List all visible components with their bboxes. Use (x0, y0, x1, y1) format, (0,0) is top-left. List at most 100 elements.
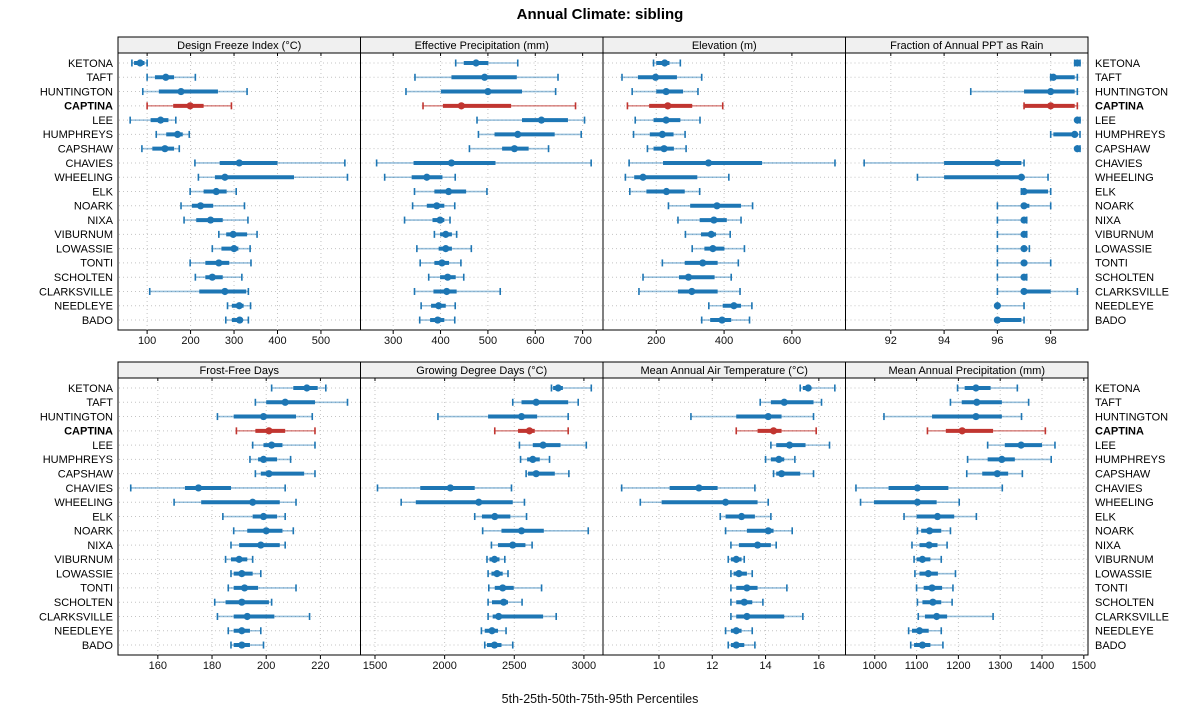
median-dot (215, 259, 223, 267)
median-dot (537, 116, 546, 124)
percentile-row-needleye (420, 302, 457, 310)
percentile-row-taft (621, 73, 703, 81)
percentile-row-lowassie (230, 570, 262, 578)
percentile-row-chavies (855, 484, 1004, 492)
percentile-row-lowassie (996, 245, 1031, 253)
median-dot (472, 59, 480, 67)
percentile-row-scholten (194, 273, 243, 281)
percentile-row-lee (251, 441, 316, 449)
station-label-left-elk: ELK (92, 186, 113, 198)
median-dot (918, 641, 927, 649)
axis-tick-label: 16 (813, 660, 825, 672)
median-dot (517, 527, 526, 535)
station-label-right-huntington: HUNTINGTON (1095, 411, 1168, 423)
median-dot (993, 316, 1001, 324)
axis-tick-label: 1100 (905, 660, 929, 672)
percentile-row-humphreys (519, 455, 551, 463)
percentile-row-viburnum (727, 555, 746, 563)
percentile-row-nixa (230, 541, 286, 549)
station-label-right-chavies: CHAVIES (1095, 483, 1142, 495)
median-dot (1047, 102, 1055, 110)
percentile-row-capshaw (141, 145, 181, 153)
percentile-row-lowassie (211, 245, 251, 253)
median-dot (268, 441, 276, 449)
panel-title: Design Freeze Index (°C) (177, 40, 301, 52)
station-label-left-humphreys: HUMPHREYS (43, 129, 113, 141)
median-dot (1073, 116, 1081, 124)
station-label-right-lowassie: LOWASSIE (1095, 568, 1152, 580)
axis-tick-label: 98 (1045, 335, 1057, 347)
median-dot (1020, 259, 1028, 267)
percentile-row-clarksville (638, 287, 741, 296)
percentile-row-viburnum (224, 555, 254, 563)
percentile-row-needleye (993, 302, 1025, 310)
median-dot (993, 159, 1001, 167)
median-dot (658, 130, 666, 138)
median-dot (925, 541, 933, 549)
station-label-right-huntington: HUNTINGTON (1095, 86, 1168, 98)
median-dot (491, 512, 499, 521)
station-label-right-capshaw: CAPSHAW (1095, 143, 1151, 155)
median-dot (495, 612, 503, 621)
median-dot (662, 87, 670, 96)
percentile-row-scholten (213, 598, 273, 606)
page-title: Annual Climate: sibling (516, 6, 684, 23)
percentile-row-captina (1023, 102, 1079, 110)
median-dot (434, 316, 442, 324)
percentile-row-elk (628, 187, 701, 196)
station-label-right-viburnum: VIBURNUM (1095, 554, 1154, 566)
percentile-row-nixa (183, 216, 249, 224)
percentile-row-chavies (194, 159, 346, 167)
percentile-row-captina (735, 427, 817, 435)
median-dot (238, 627, 246, 635)
median-dot (709, 245, 717, 253)
axis-tick-label: 700 (573, 335, 591, 347)
median-dot (517, 412, 526, 421)
median-dot (236, 316, 244, 324)
station-label-right-elk: ELK (1095, 511, 1116, 523)
percentile-row-viburnum (433, 230, 458, 238)
median-dot (710, 216, 718, 224)
median-dot (194, 484, 203, 492)
percentile-row-scholten (487, 598, 523, 606)
percentile-row-chavies (376, 484, 513, 492)
percentile-row-ketona (131, 59, 148, 67)
station-label-left-chavies: CHAVIES (66, 483, 113, 495)
percentile-row-capshaw (646, 145, 687, 153)
percentile-row-lee (770, 441, 831, 449)
station-label-right-humphreys: HUMPHREYS (1095, 454, 1165, 466)
median-dot (918, 555, 927, 563)
axis-tick-label: 300 (225, 335, 243, 347)
median-dot (259, 412, 268, 421)
percentile-row-clarksville (917, 612, 994, 621)
percentile-row-viburnum (486, 555, 506, 563)
percentile-row-scholten (642, 273, 733, 281)
percentile-row-bado (418, 316, 456, 324)
median-dot (240, 584, 249, 592)
percentile-row-ketona (956, 384, 1019, 392)
median-dot (743, 584, 751, 592)
station-label-right-lowassie: LOWASSIE (1095, 243, 1152, 255)
median-dot (993, 302, 1001, 310)
median-dot (281, 398, 289, 406)
station-label-right-bado: BADO (1095, 315, 1127, 327)
percentile-row-huntington (969, 87, 1079, 96)
median-dot (753, 541, 762, 549)
panel-fraction-of-annual-ppt-as-rain: Fraction of Annual PPT as Rain 92 94 96 98 (845, 36, 1089, 347)
panel-title: Frost-Free Days (200, 365, 280, 377)
percentile-row-huntington (141, 87, 248, 96)
percentile-row-clarksville (730, 612, 804, 621)
percentile-row-tonti (915, 584, 954, 592)
percentile-row-taft (949, 398, 1030, 406)
station-label-left-captina: CAPTINA (64, 426, 113, 438)
percentile-row-ketona (270, 384, 327, 392)
percentile-row-taft (1049, 73, 1079, 81)
median-dot (993, 470, 1001, 478)
median-dot (998, 455, 1006, 463)
median-dot (785, 441, 794, 449)
axis-tick-label: 200 (181, 335, 199, 347)
median-dot (1047, 87, 1055, 96)
median-dot (156, 116, 165, 124)
percentile-row-capshaw (254, 470, 316, 478)
panel-title: Mean Annual Air Temperature (°C) (641, 365, 808, 377)
